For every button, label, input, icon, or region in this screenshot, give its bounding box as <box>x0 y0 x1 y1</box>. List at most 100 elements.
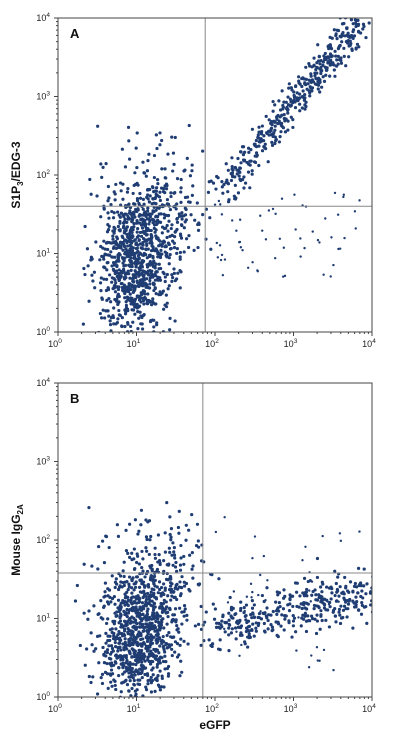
event-point <box>136 672 141 676</box>
event-point <box>126 309 130 313</box>
event-point <box>109 329 113 332</box>
event-point <box>246 635 250 639</box>
event-point <box>153 556 157 560</box>
event-point <box>102 561 107 565</box>
event-point <box>321 63 325 67</box>
event-point <box>246 266 250 269</box>
event-point <box>160 656 164 660</box>
event-point <box>131 620 135 624</box>
event-point <box>271 109 275 113</box>
event-point <box>177 630 181 634</box>
event-point <box>122 574 126 579</box>
event-point <box>153 656 157 660</box>
event-point <box>99 288 103 293</box>
event-point <box>153 286 157 290</box>
event-point <box>151 221 155 225</box>
event-point <box>266 627 270 631</box>
event-point <box>151 247 155 252</box>
event-point <box>282 628 286 632</box>
event-point <box>146 682 150 686</box>
event-point <box>338 613 342 617</box>
event-point <box>318 659 321 662</box>
event-point <box>155 665 159 669</box>
event-point <box>314 631 319 636</box>
event-point <box>314 598 318 602</box>
event-point <box>342 193 345 196</box>
event-point <box>137 596 141 600</box>
event-point <box>335 589 340 593</box>
event-point <box>226 182 231 186</box>
event-point <box>312 63 316 67</box>
event-point <box>176 271 180 275</box>
event-point <box>113 585 117 590</box>
event-point <box>378 597 381 600</box>
event-point <box>170 553 174 557</box>
event-point <box>320 590 324 594</box>
event-point <box>96 567 100 571</box>
event-point <box>238 654 241 658</box>
event-point <box>262 612 266 616</box>
event-point <box>184 581 189 586</box>
event-point <box>160 291 164 295</box>
event-point <box>138 310 142 314</box>
event-point <box>120 281 124 286</box>
event-point <box>183 195 188 200</box>
event-point <box>267 118 271 122</box>
event-point <box>211 181 216 185</box>
event-point <box>127 284 131 288</box>
event-point <box>364 35 368 40</box>
event-point <box>356 591 360 595</box>
event-point <box>129 296 133 300</box>
event-point <box>106 287 110 291</box>
y-tick-label: 100 <box>36 326 50 337</box>
event-point <box>88 177 92 182</box>
event-point <box>119 648 123 652</box>
event-point <box>85 647 89 651</box>
event-point <box>182 603 187 608</box>
event-point <box>241 249 244 252</box>
event-point <box>139 314 143 318</box>
event-point <box>362 584 366 588</box>
event-point <box>106 184 111 189</box>
event-point <box>303 611 307 615</box>
event-point <box>128 237 132 242</box>
event-point <box>238 218 242 221</box>
event-point <box>123 308 127 312</box>
event-point <box>183 607 187 611</box>
event-point <box>163 667 167 671</box>
event-point <box>227 618 231 622</box>
x-axis-title: eGFP <box>199 718 230 732</box>
event-point <box>157 255 161 259</box>
event-point <box>109 644 114 648</box>
event-point <box>123 296 127 300</box>
event-point <box>327 586 332 590</box>
event-point <box>140 549 144 554</box>
event-point <box>119 274 123 278</box>
event-point <box>172 271 176 275</box>
event-point <box>127 689 131 693</box>
event-point <box>217 199 221 203</box>
event-point <box>78 643 82 648</box>
event-point <box>161 601 166 606</box>
event-point <box>338 585 342 589</box>
event-point <box>283 274 287 278</box>
event-point <box>332 263 335 267</box>
event-point <box>99 599 103 603</box>
event-point <box>242 159 246 163</box>
event-point <box>239 600 243 604</box>
event-point <box>168 574 173 579</box>
event-point <box>147 552 151 557</box>
event-point <box>317 606 321 610</box>
event-point <box>178 268 182 273</box>
event-point <box>156 639 160 643</box>
event-point <box>144 688 149 692</box>
event-point <box>344 64 348 68</box>
event-point <box>144 282 148 287</box>
event-point <box>327 603 331 606</box>
event-point <box>173 135 177 140</box>
event-point <box>280 113 284 117</box>
event-point <box>229 605 234 609</box>
event-point <box>131 216 135 220</box>
event-point <box>238 166 242 170</box>
event-point <box>165 197 170 202</box>
